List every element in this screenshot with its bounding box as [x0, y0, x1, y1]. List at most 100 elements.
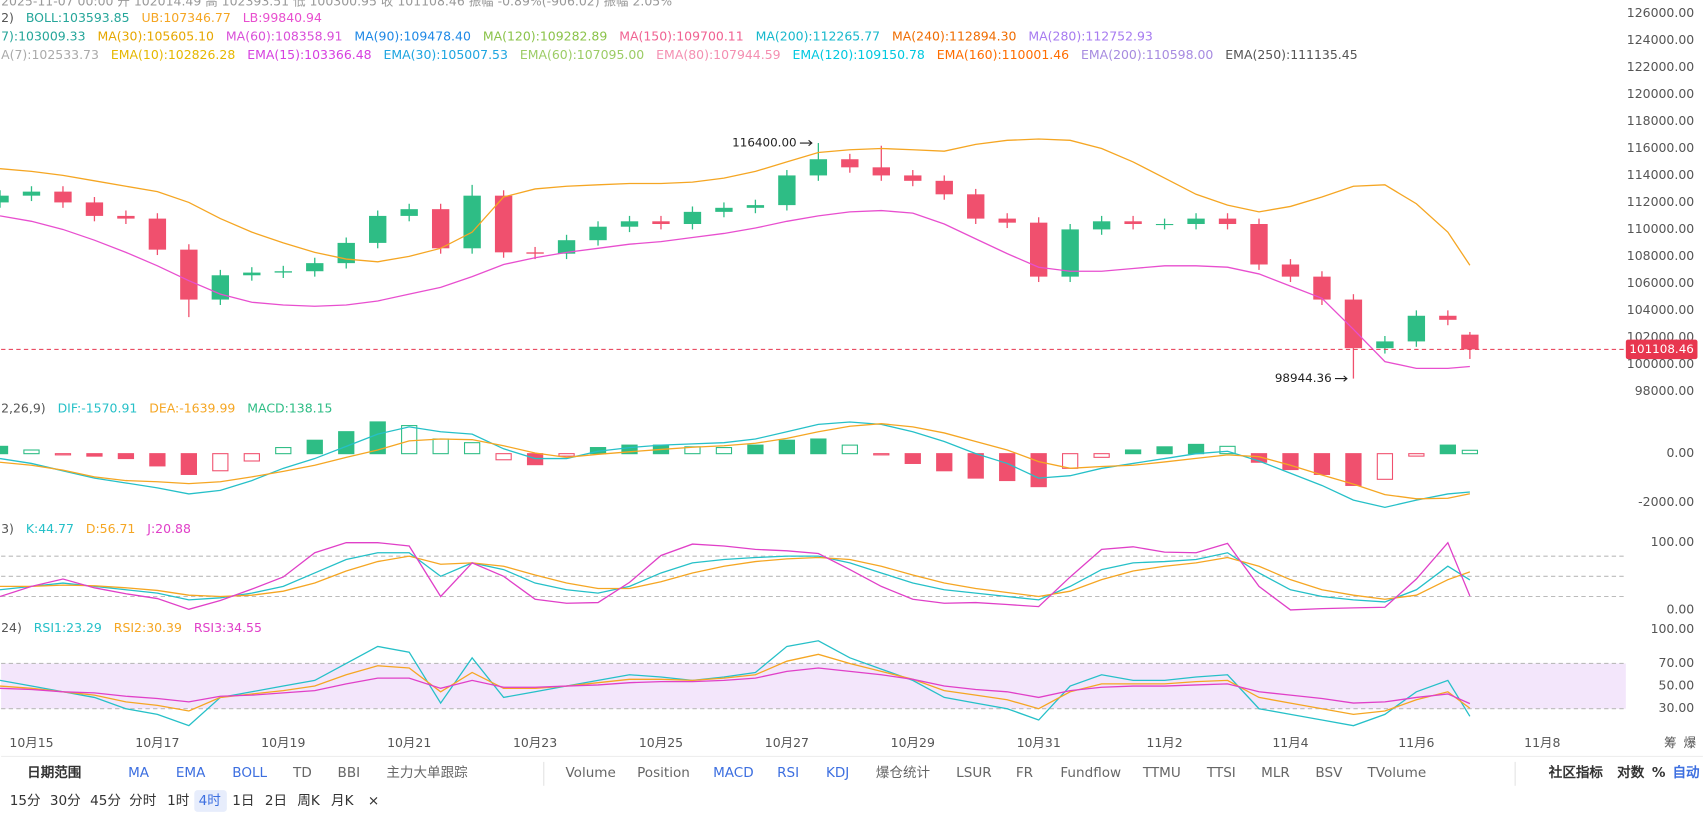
- toolbar-item[interactable]: Volume: [565, 765, 615, 781]
- macd-bar: [967, 453, 984, 479]
- candle-body: [589, 226, 607, 241]
- legend-entry: 24): [1, 620, 22, 635]
- timeframe-button[interactable]: 2日: [265, 793, 287, 809]
- y-tick-label: 106000.00: [1627, 275, 1694, 290]
- side-label[interactable]: 爆: [1684, 735, 1697, 750]
- side-label[interactable]: 筹: [1664, 735, 1676, 750]
- candle-body: [1124, 221, 1142, 225]
- y-tick-label: 116000.00: [1627, 140, 1694, 155]
- toolbar-item[interactable]: TTMU: [1142, 765, 1181, 781]
- macd-bar: [1282, 453, 1299, 471]
- series-line: [0, 423, 1471, 500]
- toolbar-item[interactable]: 对数: [1617, 764, 1645, 781]
- macd-bar: [275, 447, 292, 455]
- extreme-label: 116400.00: [732, 136, 796, 150]
- macd-bar: [149, 453, 166, 467]
- timeframe-button[interactable]: 分时: [129, 793, 157, 809]
- y-tick-label: 122000.00: [1627, 59, 1694, 74]
- timeframe-button[interactable]: 1日: [232, 793, 254, 809]
- toolbar-item[interactable]: MA: [128, 765, 150, 781]
- toolbar-item[interactable]: 社区指标: [1548, 764, 1604, 781]
- candle-body: [526, 252, 544, 254]
- timeframe-button[interactable]: 45分: [90, 793, 121, 809]
- candle-body: [1155, 224, 1174, 226]
- candle-body: [1376, 341, 1394, 349]
- macd-bar: [904, 453, 921, 464]
- legend-entry: MA(280):112752.93: [1028, 28, 1152, 43]
- macd-bar: [401, 425, 418, 455]
- candle-body: [1061, 229, 1079, 277]
- macd-bar: [621, 444, 638, 455]
- toolbar-item[interactable]: 日期范围: [27, 764, 81, 781]
- macd-bar: [23, 449, 40, 455]
- candle-body: [85, 202, 104, 216]
- macd-bar: [936, 453, 953, 472]
- toolbar-item[interactable]: TVolume: [1367, 765, 1427, 781]
- timeframe-button[interactable]: 周K: [297, 793, 321, 809]
- toolbar-item[interactable]: MLR: [1261, 765, 1290, 781]
- series-line: [0, 421, 1470, 509]
- timeframe-button[interactable]: 月K: [331, 793, 355, 809]
- macd-bar: [558, 453, 575, 457]
- timeframe-button[interactable]: 1时: [167, 793, 190, 809]
- legend-entry: EMA(120):109150.78: [793, 47, 925, 62]
- series-line: [0, 209, 1470, 370]
- candle-body: [22, 191, 41, 196]
- macd-bar: [369, 421, 386, 455]
- toolbar-item[interactable]: 自动: [1673, 764, 1701, 781]
- legend-entry: DEA:-1639.99: [149, 401, 235, 416]
- toolbar-item[interactable]: MACD: [713, 765, 754, 781]
- toolbar-item[interactable]: EMA: [176, 765, 206, 781]
- y-tick-label: -2000.00: [1638, 494, 1694, 509]
- macd-bar: [1313, 453, 1331, 475]
- toolbar-item[interactable]: BOLL: [232, 765, 267, 781]
- candle-body: [1187, 218, 1205, 225]
- toolbar-item[interactable]: 爆仓统计: [876, 765, 930, 781]
- x-tick-label: 10月27: [765, 735, 809, 750]
- toolbar-item[interactable]: TD: [292, 765, 312, 781]
- x-tick-label: 11月4: [1272, 735, 1308, 750]
- legend-entry: EMA(10):102826.28: [111, 47, 235, 62]
- toolbar-item[interactable]: KDJ: [826, 765, 849, 781]
- toolbar-item[interactable]: TTSI: [1206, 765, 1236, 781]
- macd-bar: [463, 442, 481, 455]
- candle-body: [306, 263, 324, 272]
- toolbar-item[interactable]: LSUR: [956, 765, 992, 781]
- y-tick-label: 100.00: [1651, 621, 1695, 636]
- macd-bar: [873, 453, 890, 456]
- candle-body: [431, 209, 450, 249]
- toolbar-item[interactable]: BBI: [338, 765, 361, 781]
- toolbar-item[interactable]: 主力大单跟踪: [386, 765, 468, 781]
- toolbar-item[interactable]: BSV: [1315, 765, 1343, 781]
- timeframe-button[interactable]: 30分: [50, 793, 81, 809]
- macd-bar: [54, 453, 72, 456]
- candle-body: [652, 221, 670, 225]
- x-tick-label: 10月15: [9, 735, 53, 750]
- toolbar-item[interactable]: FR: [1016, 765, 1034, 781]
- legend-entry: MA(120):109282.89: [483, 28, 608, 43]
- timeframe-button[interactable]: 15分: [10, 793, 41, 809]
- legend-entry: MA(90):109478.40: [354, 28, 471, 43]
- candle-body: [494, 195, 513, 253]
- y-tick-label: 0.00: [1666, 445, 1694, 460]
- series-line: [0, 541, 1471, 611]
- legend-entry: EMA(200):110598.00: [1081, 47, 1213, 62]
- macd-bar: [1187, 443, 1205, 455]
- toolbar-item[interactable]: Fundflow: [1060, 765, 1121, 781]
- toolbar-item[interactable]: %: [1652, 765, 1666, 781]
- series-line: [0, 653, 1471, 716]
- toolbar-item[interactable]: Position: [637, 765, 690, 781]
- timeframe-button[interactable]: ×: [368, 793, 379, 809]
- toolbar-item[interactable]: RSI: [777, 765, 799, 781]
- macd-bar: [841, 444, 858, 455]
- timeframe-button[interactable]: 4时: [199, 793, 222, 809]
- x-tick-label: 10月23: [513, 735, 557, 750]
- macd-bar: [306, 439, 323, 455]
- candle-body: [243, 272, 261, 276]
- candle-body: [1407, 315, 1426, 342]
- y-tick-label: 118000.00: [1627, 113, 1694, 128]
- macd-bar: [86, 453, 103, 457]
- candle-body: [1092, 221, 1111, 230]
